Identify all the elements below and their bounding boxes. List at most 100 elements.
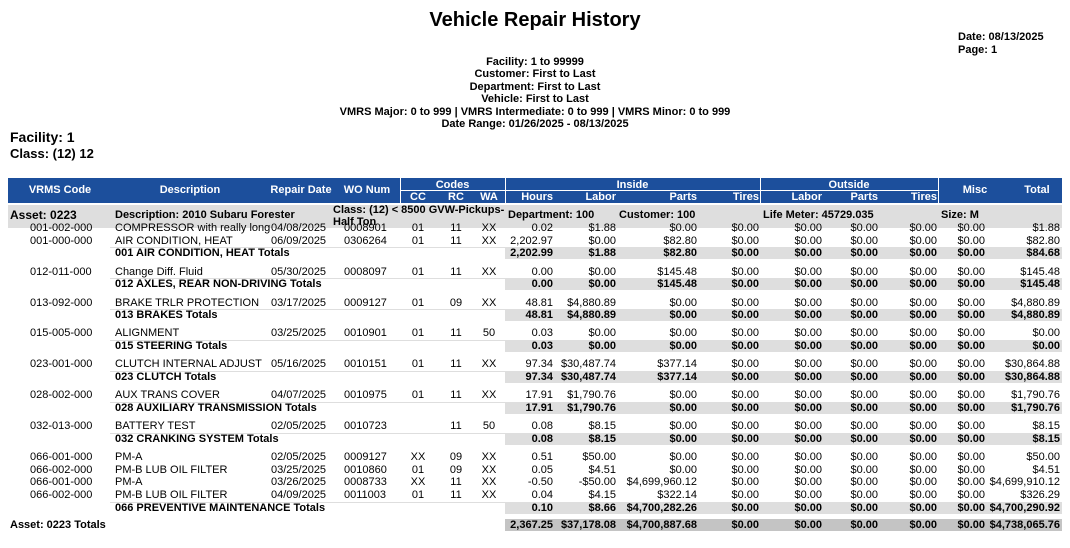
totals-cell: $0.00 xyxy=(794,401,822,414)
table-cell: 028-002-000 xyxy=(30,389,93,402)
table-cell: $1,790.76 xyxy=(1011,389,1060,402)
table-cell: XX xyxy=(481,389,497,402)
asset-description: Description: 2010 Subaru Forester xyxy=(115,209,295,221)
grand-total-cell: $37,178.08 xyxy=(560,519,616,531)
table-cell: 0010901 xyxy=(344,327,387,340)
table-cell: 0.02 xyxy=(531,222,553,234)
totals-cell: $30,487.74 xyxy=(560,371,616,383)
table-cell: $0.00 xyxy=(588,234,616,247)
totals-cell: $0.00 xyxy=(1032,340,1060,353)
table-cell: 0011003 xyxy=(344,489,387,502)
table-cell: $0.00 xyxy=(957,489,985,502)
asset-class: Class: (12) < 8500 GVW-Pickups-Half Ton xyxy=(333,204,505,228)
totals-cell: $0.00 xyxy=(794,247,822,260)
table-cell: $0.00 xyxy=(850,463,878,476)
table-cell: 11 xyxy=(450,327,462,340)
table-cell: $0.00 xyxy=(669,420,697,433)
table-cell: $0.00 xyxy=(957,451,985,463)
grand-total-cell: $0.00 xyxy=(850,519,878,531)
table-cell: $0.00 xyxy=(957,358,985,371)
table-cell: 0.03 xyxy=(531,327,553,340)
totals-cell: $0.00 xyxy=(909,371,937,383)
table-cell: 0.51 xyxy=(531,451,553,463)
table-cell: $0.00 xyxy=(850,327,878,340)
table-cell: $50.00 xyxy=(582,451,616,463)
table-cell: $82.80 xyxy=(663,234,697,247)
table-cell: $0.00 xyxy=(850,358,878,371)
table-cell: $0.00 xyxy=(909,358,937,371)
table-cell: $0.00 xyxy=(850,420,878,433)
report-parameter: Facility: 1 to 99999 xyxy=(486,56,584,68)
totals-cell: $377.14 xyxy=(657,371,697,383)
table-cell: $1,790.76 xyxy=(567,389,616,402)
table-cell: $0.00 xyxy=(850,489,878,502)
table-cell: 09 xyxy=(449,296,463,309)
table-cell: 001-002-000 xyxy=(30,222,93,234)
table-cell: XX xyxy=(481,476,497,489)
totals-cell: $145.48 xyxy=(1020,278,1060,291)
table-cell: XX xyxy=(481,358,497,371)
table-cell: 01 xyxy=(411,489,425,502)
totals-cell: $0.00 xyxy=(794,371,822,383)
totals-cell: $0.00 xyxy=(850,278,878,291)
totals-cell: $4,880.89 xyxy=(1011,309,1060,322)
table-cell: $0.00 xyxy=(588,327,616,340)
table-cell: 48.81 xyxy=(525,296,553,309)
table-cell: $0.00 xyxy=(850,476,878,489)
table-cell: $0.00 xyxy=(957,234,985,247)
table-cell: AUX TRANS COVER xyxy=(115,389,220,402)
totals-row-rule xyxy=(110,501,505,503)
table-cell: $0.00 xyxy=(731,222,759,234)
table-cell: 03/17/2025 xyxy=(271,296,327,309)
grand-total-cell: $4,700,887.68 xyxy=(626,519,697,531)
table-cell: $0.00 xyxy=(731,358,759,371)
totals-cell: $0.00 xyxy=(731,401,759,414)
table-cell: $0.00 xyxy=(731,327,759,340)
table-cell: 01 xyxy=(411,463,425,476)
totals-cell: $0.00 xyxy=(588,278,616,291)
table-cell: XX xyxy=(410,476,426,489)
totals-cell: $0.00 xyxy=(669,340,697,353)
table-cell: XX xyxy=(410,451,426,463)
column-subheader: Hours xyxy=(521,191,553,203)
table-cell: -0.50 xyxy=(527,476,553,489)
totals-cell: 17.91 xyxy=(525,401,553,414)
column-subheader: Tires xyxy=(732,191,759,203)
table-cell: 11 xyxy=(450,265,462,278)
table-cell: $0.00 xyxy=(957,327,985,340)
asset-customer: Customer: 100 xyxy=(619,209,696,221)
column-subheader: RC xyxy=(448,191,464,203)
table-cell: 01 xyxy=(411,222,425,234)
totals-row-background xyxy=(505,247,1062,260)
column-header: Total xyxy=(1024,184,1050,196)
totals-cell: $30,864.88 xyxy=(1004,371,1060,383)
table-cell: COMPRESSOR with really long xyxy=(115,222,271,234)
column-header: Description xyxy=(159,184,221,196)
header-separator xyxy=(760,178,761,203)
table-cell: $0.00 xyxy=(957,265,985,278)
table-cell: $0.00 xyxy=(731,463,759,476)
totals-row-rule xyxy=(110,278,505,280)
table-cell: 0306264 xyxy=(344,234,387,247)
totals-cell: $4,700,290.92 xyxy=(989,501,1060,514)
table-cell: 11 xyxy=(450,420,462,433)
table-cell: $0.00 xyxy=(909,265,937,278)
table-cell: $0.00 xyxy=(909,296,937,309)
report-parameter: Department: First to Last xyxy=(469,80,601,93)
table-cell: PM-B LUB OIL FILTER xyxy=(115,489,228,502)
table-cell: PM-A xyxy=(115,451,143,463)
totals-cell: 0.00 xyxy=(531,278,553,291)
column-subheader: Parts xyxy=(850,191,878,203)
asset-row-background xyxy=(8,205,1062,228)
table-cell: $0.00 xyxy=(850,389,878,402)
table-cell: $0.00 xyxy=(669,296,697,309)
table-cell: 0010151 xyxy=(344,358,387,371)
table-cell: $0.00 xyxy=(1032,327,1060,340)
totals-cell: $0.00 xyxy=(588,340,616,353)
totals-cell: $0.00 xyxy=(850,309,878,322)
totals-cell: $4,700,282.26 xyxy=(626,501,697,514)
table-cell: $377.14 xyxy=(657,358,697,371)
table-cell: $0.00 xyxy=(850,451,878,463)
grand-total-cell: $0.00 xyxy=(957,519,985,531)
table-cell: $0.00 xyxy=(731,265,759,278)
